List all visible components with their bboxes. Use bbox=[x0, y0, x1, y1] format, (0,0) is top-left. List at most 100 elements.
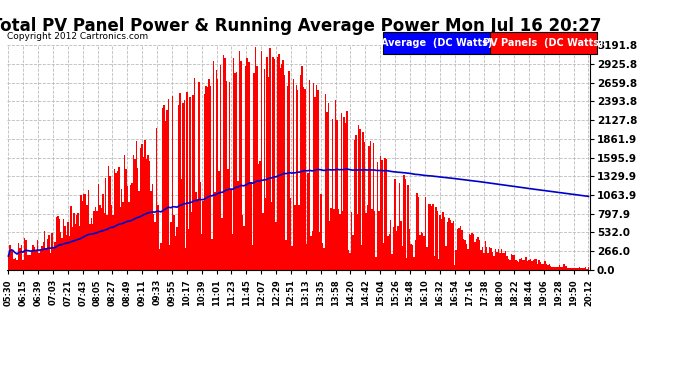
Bar bbox=[399, 183, 400, 270]
Bar bbox=[60, 232, 61, 270]
Bar bbox=[25, 240, 26, 270]
Bar bbox=[395, 179, 396, 270]
Bar bbox=[504, 254, 505, 270]
Text: Copyright 2012 Cartronics.com: Copyright 2012 Cartronics.com bbox=[7, 32, 148, 41]
Bar bbox=[479, 240, 480, 270]
Bar bbox=[228, 82, 230, 270]
Bar bbox=[528, 260, 530, 270]
Bar bbox=[124, 155, 126, 270]
Bar bbox=[72, 227, 73, 270]
Text: Average  (DC Watts): Average (DC Watts) bbox=[381, 38, 492, 48]
Bar bbox=[23, 238, 25, 270]
Bar bbox=[237, 181, 239, 270]
Bar bbox=[562, 267, 563, 270]
Bar bbox=[179, 93, 181, 270]
Bar bbox=[575, 268, 576, 270]
Bar bbox=[409, 229, 411, 270]
Bar bbox=[441, 219, 442, 270]
Bar bbox=[304, 89, 306, 270]
Bar bbox=[543, 264, 544, 270]
Bar bbox=[143, 156, 144, 270]
Bar bbox=[473, 234, 474, 270]
Bar bbox=[487, 253, 489, 270]
Bar bbox=[419, 235, 421, 270]
Bar bbox=[435, 207, 437, 270]
Bar bbox=[571, 268, 572, 270]
Bar bbox=[336, 120, 337, 270]
Bar bbox=[534, 259, 535, 270]
Bar bbox=[377, 162, 378, 270]
Bar bbox=[339, 213, 341, 270]
Bar bbox=[70, 207, 72, 270]
Bar bbox=[337, 209, 339, 270]
Bar bbox=[345, 123, 346, 270]
Bar bbox=[387, 236, 388, 270]
Bar bbox=[460, 226, 462, 270]
Bar bbox=[290, 198, 291, 270]
Bar bbox=[397, 226, 399, 270]
Bar bbox=[357, 213, 358, 270]
Bar bbox=[48, 235, 50, 270]
Bar bbox=[198, 81, 199, 270]
Bar bbox=[551, 267, 553, 270]
Bar bbox=[403, 175, 404, 270]
Bar bbox=[114, 169, 115, 270]
Bar bbox=[365, 213, 367, 270]
Bar bbox=[386, 159, 387, 270]
Bar bbox=[544, 261, 546, 270]
Bar bbox=[463, 238, 464, 270]
Bar bbox=[378, 211, 380, 270]
Bar bbox=[206, 86, 207, 270]
Bar bbox=[76, 215, 77, 270]
Bar bbox=[424, 236, 425, 270]
Bar bbox=[391, 254, 393, 270]
Bar bbox=[323, 248, 324, 270]
Bar bbox=[569, 268, 571, 270]
Bar bbox=[18, 243, 19, 270]
Bar bbox=[248, 62, 249, 270]
Bar bbox=[525, 257, 526, 270]
Bar bbox=[99, 206, 101, 270]
Bar bbox=[426, 247, 428, 270]
Bar bbox=[521, 258, 522, 270]
Bar bbox=[176, 227, 178, 270]
Bar bbox=[118, 167, 119, 270]
Bar bbox=[123, 202, 124, 270]
Bar bbox=[257, 164, 259, 270]
Bar bbox=[165, 120, 166, 270]
Bar bbox=[184, 100, 185, 270]
Bar bbox=[445, 246, 446, 270]
Bar bbox=[32, 244, 34, 270]
Bar bbox=[44, 231, 46, 270]
Bar bbox=[564, 266, 566, 270]
Bar bbox=[137, 168, 139, 270]
Bar bbox=[480, 250, 482, 270]
Bar bbox=[457, 229, 458, 270]
Bar bbox=[346, 111, 348, 270]
Bar bbox=[211, 239, 213, 270]
Bar bbox=[152, 184, 153, 270]
Bar bbox=[572, 268, 573, 270]
Bar bbox=[444, 217, 445, 270]
Bar bbox=[63, 219, 64, 270]
Bar bbox=[98, 184, 99, 270]
Bar bbox=[93, 211, 95, 270]
Bar bbox=[159, 249, 160, 270]
Bar bbox=[469, 234, 470, 270]
Bar bbox=[367, 205, 368, 270]
Bar bbox=[30, 255, 31, 270]
Bar bbox=[10, 249, 12, 270]
Bar bbox=[558, 267, 559, 270]
Bar bbox=[531, 261, 533, 270]
Bar bbox=[315, 97, 316, 270]
Bar bbox=[451, 224, 453, 270]
Bar bbox=[576, 268, 578, 270]
Bar bbox=[495, 249, 496, 270]
Bar bbox=[262, 213, 264, 270]
Bar bbox=[182, 103, 184, 270]
Bar bbox=[173, 215, 175, 270]
Bar bbox=[326, 112, 328, 270]
Bar bbox=[586, 269, 588, 270]
Bar bbox=[140, 148, 141, 270]
Bar bbox=[422, 233, 424, 270]
